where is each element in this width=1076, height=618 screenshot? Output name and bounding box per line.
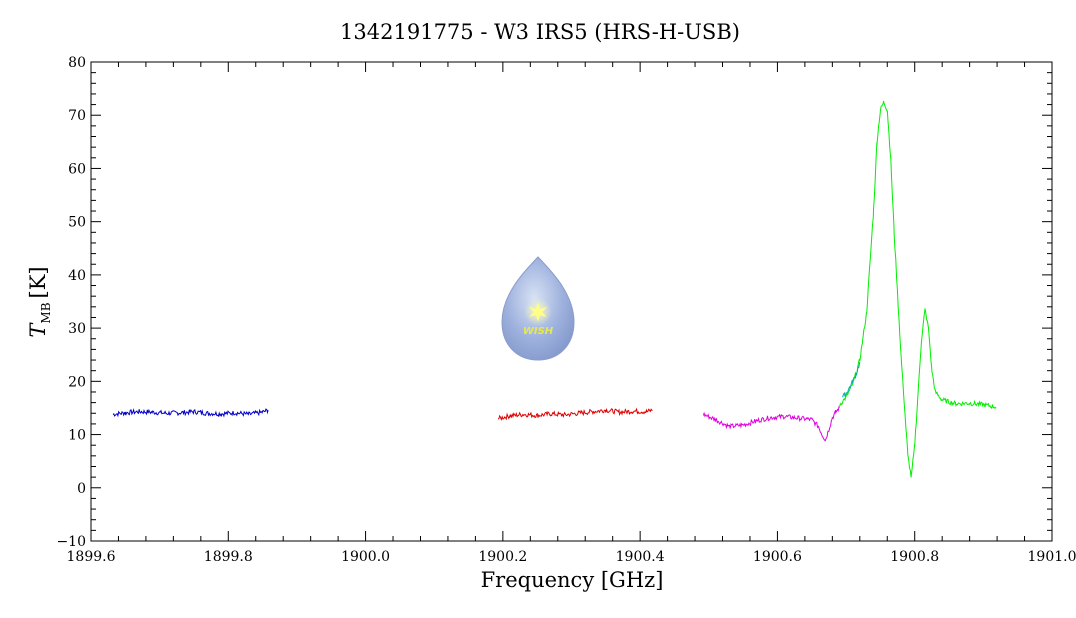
y-tick-label: 30	[68, 321, 86, 337]
x-tick-label: 1900.6	[753, 549, 802, 565]
x-tick-label: 1901.0	[1028, 549, 1076, 565]
series-line-2	[497, 407, 653, 422]
y-tick-label: 40	[68, 268, 86, 284]
y-axis: −10 0 10 20 30 40 50 60 70 80	[56, 55, 1052, 550]
y-tick-label: −10	[56, 534, 86, 550]
y-tick-label: 20	[68, 374, 86, 390]
y-tick-label: 50	[68, 215, 86, 231]
y-axis-label-unit: [K]	[26, 266, 50, 298]
series-line-5	[842, 361, 861, 398]
series-line-4	[838, 100, 997, 478]
y-axis-label-symbol: T	[26, 322, 50, 338]
x-axis-label: Frequency [GHz]	[481, 568, 664, 592]
series-line-3	[702, 406, 840, 442]
y-axis-label-group: TMB [K]	[26, 266, 53, 337]
wish-logo: WISH	[501, 256, 575, 361]
x-tick-label: 1900.4	[616, 549, 665, 565]
x-tick-label: 1899.8	[204, 549, 253, 565]
series-line-1	[112, 408, 269, 418]
series-layer	[112, 100, 997, 478]
y-tick-label: 60	[68, 161, 86, 177]
wish-logo-text: WISH	[523, 326, 554, 337]
y-tick-label: 80	[68, 55, 86, 71]
x-tick-label: 1900.0	[341, 549, 390, 565]
y-tick-label: 70	[68, 108, 86, 124]
chart-title: 1342191775 - W3 IRS5 (HRS-H-USB)	[340, 20, 740, 44]
y-tick-label: 0	[77, 481, 86, 497]
svg-text:TMB[K]: TMB [K]	[26, 266, 53, 337]
y-tick-label: 10	[68, 428, 86, 444]
x-tick-label: 1900.2	[478, 549, 527, 565]
y-axis-label-subscript: MB	[39, 302, 53, 323]
plot-frame	[90, 61, 1053, 542]
x-tick-label: 1899.6	[67, 549, 116, 565]
x-tick-label: 1900.8	[890, 549, 939, 565]
x-axis: 1899.6 1899.8 1900.0 1900.2 1900.4 1900.6 1900…	[67, 62, 1076, 565]
